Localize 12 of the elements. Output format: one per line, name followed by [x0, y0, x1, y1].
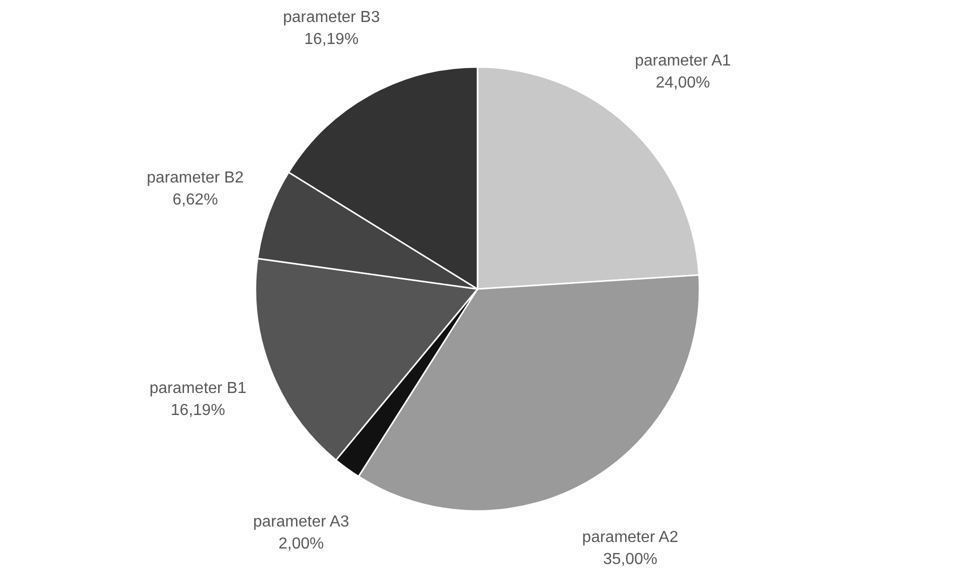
slice-label: parameter A2 — [582, 529, 678, 546]
slice-label: parameter B2 — [146, 169, 244, 186]
slice-label: parameter B3 — [282, 8, 380, 26]
data-label: 2,00% — [278, 536, 324, 553]
slice-label: parameter A1 — [634, 52, 731, 70]
data-label: 6,62% — [172, 191, 218, 208]
slice-label: parameter B1 — [149, 380, 246, 397]
slice-label: parameter A3 — [253, 514, 350, 531]
data-label: 24,00% — [656, 74, 710, 92]
data-label: 35,00% — [603, 551, 658, 568]
data-label: 16,19% — [304, 30, 359, 48]
data-label: 16,19% — [170, 402, 226, 419]
